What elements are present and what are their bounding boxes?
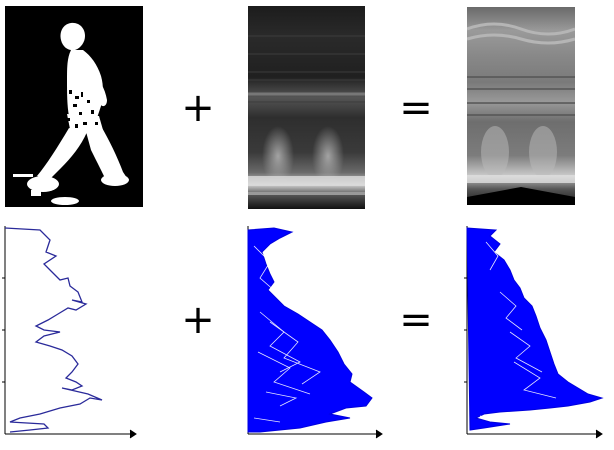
- plus-operator-top: +: [181, 85, 215, 131]
- fused-profile-plot: [460, 222, 610, 444]
- profile-band: [247, 227, 373, 433]
- equals-operator-top: =: [399, 85, 433, 131]
- profile-band: [466, 227, 604, 431]
- equals-operator-bottom: =: [399, 297, 433, 343]
- plus-operator-bottom: +: [181, 297, 215, 343]
- fused-image: [467, 7, 575, 205]
- silhouette-profile-plot: [0, 222, 145, 444]
- texture-image: [248, 6, 365, 209]
- profile-curve: [4, 227, 103, 433]
- texture-profile-plot: [240, 222, 390, 444]
- silhouette-image: [5, 6, 143, 207]
